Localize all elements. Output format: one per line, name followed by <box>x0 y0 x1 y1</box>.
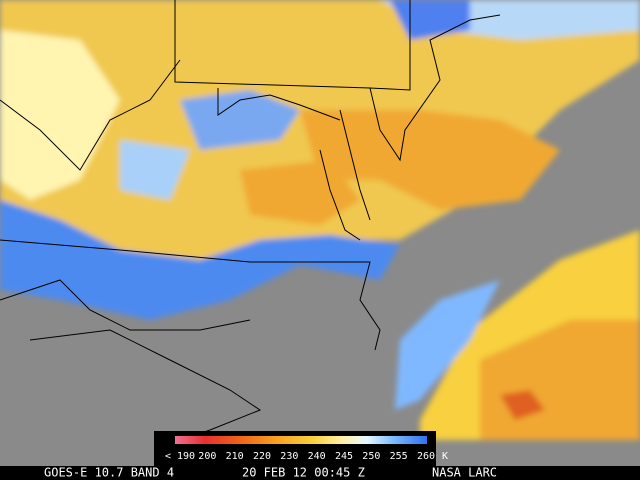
colorbar-label: 230 <box>280 451 298 462</box>
imagery <box>0 0 640 466</box>
colorbar-label: 200 <box>198 451 216 462</box>
colorbar-label: 250 <box>362 451 380 462</box>
colorbar: < 190 200 210 220 230 240 245 250 255 260 K <box>154 431 448 466</box>
colorbar-label: 240 <box>308 451 326 462</box>
colorbar-labels: < 190 200 210 220 230 240 245 250 255 260 K <box>165 451 448 462</box>
source-label: NASA LARC <box>432 466 497 480</box>
footer-bar <box>0 466 640 480</box>
colorbar-label: 255 <box>390 451 408 462</box>
colorbar-label: 260 <box>417 451 435 462</box>
colorbar-label: 220 <box>253 451 271 462</box>
colorbar-label: 210 <box>226 451 244 462</box>
product-label: GOES-E 10.7 BAND 4 <box>44 466 174 480</box>
datetime-label: 20 FEB 12 00:45 Z <box>242 466 365 480</box>
colorbar-strip <box>175 436 427 444</box>
boundaries <box>0 0 501 441</box>
colorbar-label: < 190 <box>165 451 195 462</box>
footer: GOES-E 10.7 BAND 4 20 FEB 12 00:45 Z NAS… <box>44 466 497 480</box>
colorbar-label: 245 <box>335 451 353 462</box>
colorbar-unit: K <box>442 451 448 462</box>
